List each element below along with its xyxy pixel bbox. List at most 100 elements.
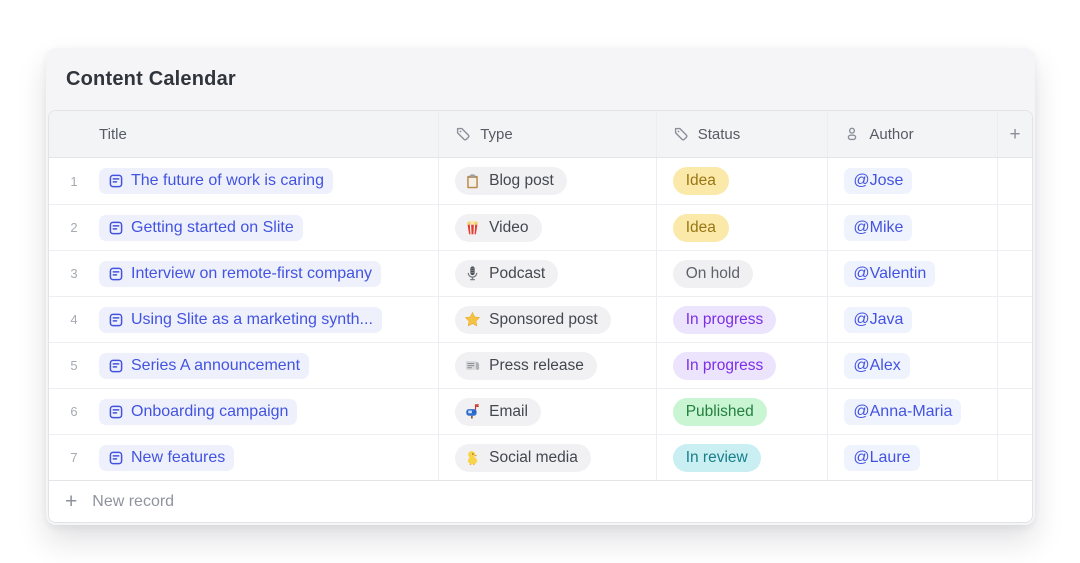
status-cell[interactable]: Idea (655, 205, 828, 250)
row-extra-cell (997, 343, 1032, 388)
type-pill: Email (455, 397, 541, 426)
column-header-type[interactable]: Type (438, 111, 656, 157)
document-icon (108, 450, 124, 466)
column-header-author[interactable]: Author (827, 111, 997, 157)
plus-icon: + (1009, 123, 1021, 145)
row-number: 4 (70, 312, 78, 327)
type-cell[interactable]: Podcast (438, 251, 656, 296)
content-calendar-card: Content Calendar Title Type (46, 48, 1035, 525)
column-title-label: Title (99, 125, 127, 143)
popcorn-icon (464, 219, 481, 236)
title-label: Series A announcement (131, 356, 301, 374)
document-icon (108, 173, 124, 189)
type-label: Sponsored post (489, 310, 598, 328)
type-label: Blog post (489, 172, 554, 189)
author-pill: @Mike (844, 214, 913, 241)
type-pill: Social media (455, 443, 591, 472)
title-cell[interactable]: 3 Interview on remote-first company (49, 251, 438, 296)
new-record-label: New record (92, 492, 175, 510)
row-extra-cell (997, 158, 1032, 204)
status-cell[interactable]: In review (655, 435, 828, 480)
author-cell[interactable]: @Alex (827, 343, 997, 388)
table-body: 1 The future of work is caring Blog post… (49, 158, 1032, 480)
table-row: 1 The future of work is caring Blog post… (49, 158, 1032, 204)
document-icon (108, 312, 124, 328)
type-label: Social media (489, 448, 578, 466)
title-label: Onboarding campaign (131, 402, 289, 420)
author-cell[interactable]: @Mike (827, 205, 997, 250)
title-label: New features (131, 448, 226, 466)
author-cell[interactable]: @Anna-Maria (827, 389, 997, 434)
title-cell[interactable]: 6 Onboarding campaign (49, 389, 438, 434)
column-header-title[interactable]: Title (49, 111, 438, 157)
star-icon (464, 311, 481, 328)
records-table: Title Type Status (48, 110, 1033, 523)
table-row: 2 Getting started on Slite Video Idea @ (49, 204, 1032, 250)
new-record-button[interactable]: + New record (49, 480, 1032, 522)
status-cell[interactable]: On hold (655, 251, 828, 296)
column-header-status[interactable]: Status (655, 111, 828, 157)
type-pill: Press release (455, 351, 597, 380)
type-cell[interactable]: Blog post (438, 158, 656, 204)
column-type-label: Type (480, 125, 513, 143)
author-pill: @Jose (844, 168, 913, 194)
document-icon (108, 266, 124, 282)
document-icon (108, 220, 124, 236)
author-cell[interactable]: @Valentin (827, 251, 997, 296)
type-cell[interactable]: Press release (438, 343, 656, 388)
title-label: The future of work is caring (131, 172, 324, 189)
row-number: 6 (70, 404, 78, 419)
status-badge: Idea (672, 167, 729, 195)
row-number: 2 (70, 220, 78, 235)
title-cell[interactable]: 5 Series A announcement (49, 343, 438, 388)
author-cell[interactable]: @Jose (827, 158, 997, 204)
status-badge: On hold (672, 259, 753, 288)
title-pill: Interview on remote-first company (99, 260, 381, 287)
title-pill: New features (99, 444, 235, 471)
column-status-label: Status (697, 125, 741, 143)
row-extra-cell (997, 389, 1032, 434)
author-pill: @Laure (844, 444, 920, 471)
status-cell[interactable]: In progress (655, 343, 828, 388)
status-badge: In progress (672, 305, 777, 334)
card-header: Content Calendar (46, 48, 1035, 110)
type-cell[interactable]: Email (438, 389, 656, 434)
title-label: Using Slite as a marketing synth... (131, 310, 373, 328)
tag-icon (673, 126, 689, 142)
row-extra-cell (997, 435, 1032, 480)
table-row: 4 Using Slite as a marketing synth... Sp… (49, 296, 1032, 342)
type-pill: Podcast (455, 259, 559, 288)
row-number: 7 (70, 450, 78, 465)
status-cell[interactable]: Idea (655, 158, 828, 204)
column-author-label: Author (869, 125, 914, 143)
type-cell[interactable]: Video (438, 205, 656, 250)
person-icon (844, 126, 860, 142)
table-row: 6 Onboarding campaign Email Published @ (49, 388, 1032, 434)
status-cell[interactable]: In progress (655, 297, 828, 342)
newspaper-icon (464, 357, 481, 374)
status-badge: Published (672, 397, 767, 426)
title-cell[interactable]: 2 Getting started on Slite (49, 205, 438, 250)
status-cell[interactable]: Published (655, 389, 828, 434)
status-badge: In review (672, 443, 761, 472)
type-label: Email (489, 402, 528, 420)
title-cell[interactable]: 7 New features (49, 435, 438, 480)
author-pill: @Java (844, 306, 913, 333)
type-cell[interactable]: Social media (438, 435, 656, 480)
title-cell[interactable]: 1 The future of work is caring (49, 158, 438, 204)
add-column-button[interactable]: + (997, 111, 1032, 157)
author-pill: @Anna-Maria (844, 398, 962, 425)
author-pill: @Alex (844, 352, 910, 379)
chick-icon (464, 449, 481, 466)
type-label: Press release (489, 356, 584, 374)
author-cell[interactable]: @Laure (827, 435, 997, 480)
type-label: Podcast (489, 264, 546, 282)
row-number: 3 (70, 266, 78, 281)
row-number: 1 (70, 173, 78, 189)
author-cell[interactable]: @Java (827, 297, 997, 342)
document-icon (108, 358, 124, 374)
title-cell[interactable]: 4 Using Slite as a marketing synth... (49, 297, 438, 342)
tag-icon (455, 126, 471, 142)
type-cell[interactable]: Sponsored post (438, 297, 656, 342)
table-row: 5 Series A announcement Press release In… (49, 342, 1032, 388)
